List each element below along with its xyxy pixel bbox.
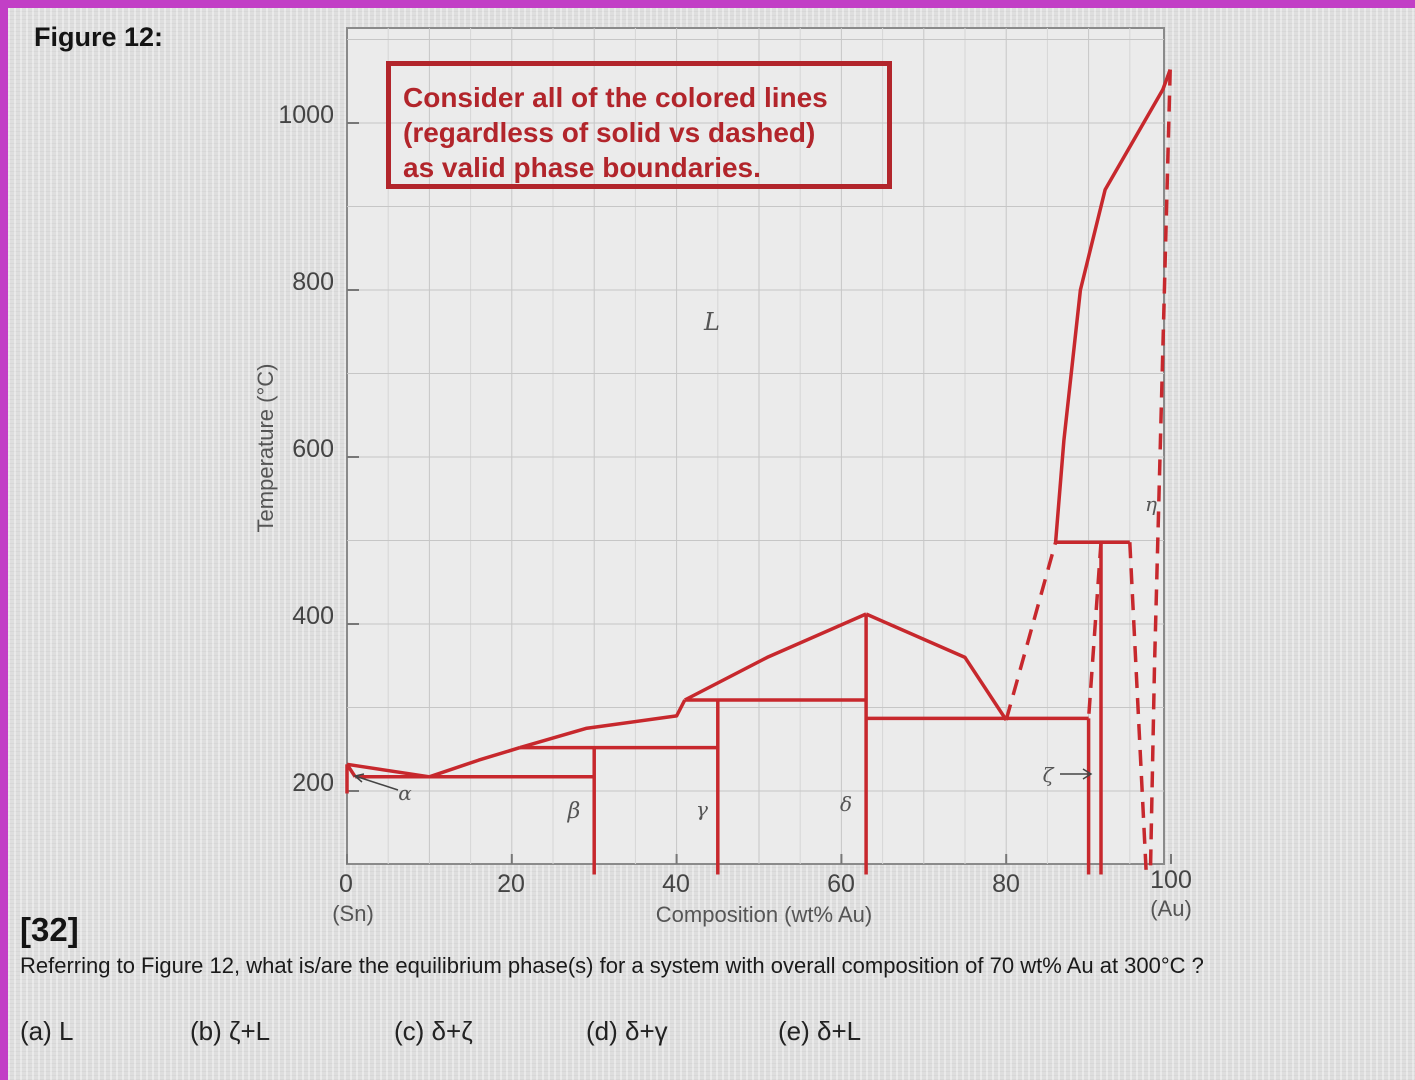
figure-title: Figure 12: xyxy=(34,22,164,52)
note-box: Consider all of the colored lines (regar… xyxy=(386,61,892,189)
phase-boundary-dashed xyxy=(1004,541,1058,721)
phase-label-eta: η xyxy=(1145,492,1157,516)
phase-boundary xyxy=(428,745,521,779)
x-tick-label: 60 xyxy=(827,870,855,898)
y-tick-label: 1000 xyxy=(278,101,334,129)
phase-boundary-dashed xyxy=(1148,69,1172,875)
axis-ticks xyxy=(346,122,1172,864)
gridlines xyxy=(347,28,1164,864)
note-line: as valid phase boundaries. xyxy=(403,152,761,183)
phase-boundaries xyxy=(345,68,1172,875)
x-tick-label: 80 xyxy=(992,870,1020,898)
phase-label-gamma: γ xyxy=(696,797,708,821)
answer-choice-b[interactable]: (b) ζ+L xyxy=(190,1016,271,1046)
answer-choice-e[interactable]: (e) δ+L xyxy=(778,1016,862,1046)
phase-label-beta: β xyxy=(567,799,581,824)
phase-label-L: L xyxy=(703,308,720,336)
x-tick-sublabel: (Sn) xyxy=(332,901,374,926)
zeta-pointer xyxy=(1060,768,1093,780)
phase-label-zeta: ζ xyxy=(1043,763,1055,787)
y-tick-label: 400 xyxy=(292,602,334,630)
note-line: Consider all of the colored lines xyxy=(403,82,828,113)
plot-area xyxy=(346,27,1165,865)
question-number: [32] xyxy=(20,911,79,948)
answer-choice-a[interactable]: (a) L xyxy=(20,1016,74,1046)
phase-boundary-dashed xyxy=(1128,542,1149,875)
question-text: Referring to Figure 12, what is/are the … xyxy=(20,953,1204,978)
phase-boundary-dashed xyxy=(1086,542,1103,719)
page: Figure 12: 0 20 40 60 80 100 (Sn) (Au) 2… xyxy=(8,8,1415,1080)
answer-choice-c[interactable]: (c) δ+ζ xyxy=(394,1016,473,1046)
x-axis-label: Composition (wt% Au) xyxy=(656,902,872,927)
y-tick-label: 800 xyxy=(292,268,334,296)
phase-boundary xyxy=(346,762,430,779)
x-tick-label: 100 xyxy=(1150,866,1192,894)
y-axis-label: Temperature (°C) xyxy=(253,364,278,533)
phase-label-alpha: α xyxy=(398,781,412,805)
phase-boundary xyxy=(519,699,687,750)
x-tick-label: 40 xyxy=(662,870,690,898)
phase-boundary xyxy=(865,612,1008,721)
phase-boundary xyxy=(1053,68,1172,543)
phase-boundary xyxy=(683,612,867,702)
phase-diagram: 0 20 40 60 80 100 (Sn) (Au) 200 400 600 … xyxy=(253,27,1192,927)
y-tick-label: 600 xyxy=(292,435,334,463)
x-tick-sublabel: (Au) xyxy=(1150,896,1192,921)
answer-choice-d[interactable]: (d) δ+γ xyxy=(586,1016,668,1046)
phase-label-delta: δ xyxy=(840,792,852,816)
alpha-pointer xyxy=(353,773,399,791)
x-tick-label: 20 xyxy=(497,870,525,898)
y-tick-label: 200 xyxy=(292,769,334,797)
phase-boundary xyxy=(345,763,357,778)
note-line: (regardless of solid vs dashed) xyxy=(403,117,816,148)
x-tick-label: 0 xyxy=(339,870,353,898)
